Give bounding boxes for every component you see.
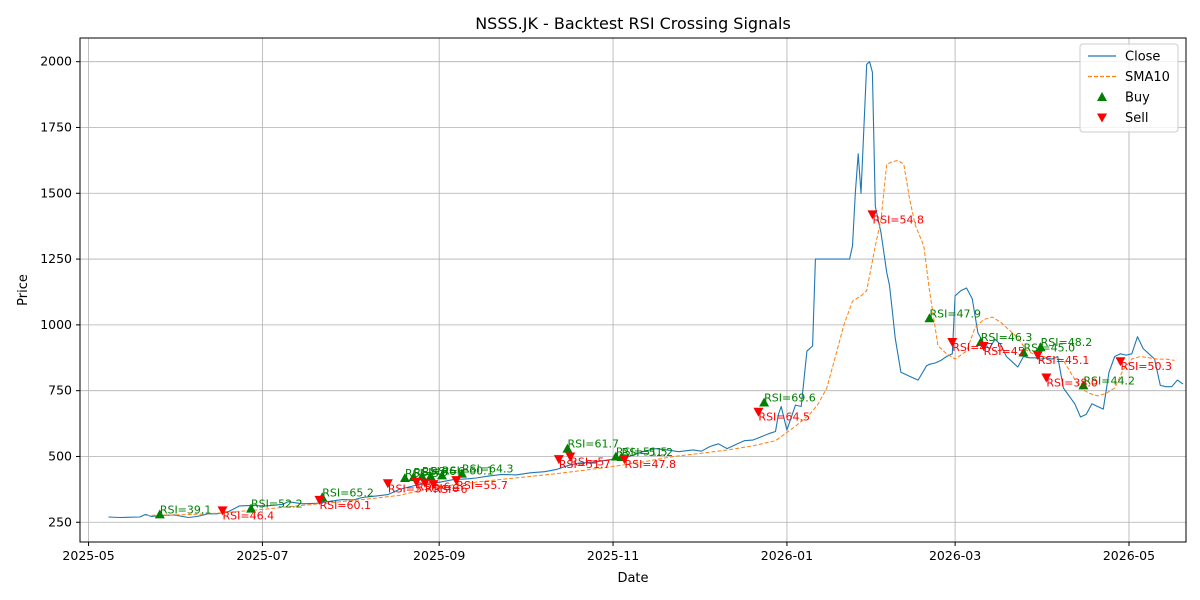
sell-marker — [451, 476, 462, 486]
x-tick-label: 2025-11 — [587, 548, 639, 563]
y-tick-label: 250 — [48, 514, 72, 529]
sell-annotation: RSI=5 — [570, 455, 604, 468]
y-axis-label: Price — [16, 274, 31, 306]
sell-marker — [419, 478, 430, 488]
plot-frame — [79, 37, 1187, 543]
sell-annotation: RSI=47.8 — [624, 458, 676, 471]
sell-marker — [1032, 351, 1043, 361]
x-axis-label: Date — [617, 571, 648, 586]
sell-marker — [619, 455, 630, 465]
buy-marker — [1035, 342, 1046, 352]
x-tick-label: 2026-01 — [761, 548, 813, 563]
sell-annotation: RSI=5 — [388, 482, 422, 495]
buy-marker — [759, 397, 770, 407]
sell-marker — [411, 477, 422, 487]
x-tick-label: 2026-05 — [1103, 548, 1155, 563]
sell-marker — [1041, 373, 1052, 383]
sell-annotation: RSI=6 — [433, 483, 467, 496]
x-tick-label: 2026-03 — [929, 548, 981, 563]
sell-marker — [947, 337, 958, 347]
x-axis-ticks: 2025-05 2025-07 2025-09 2025-11 2026-01 2026-… — [62, 542, 1155, 563]
legend-sell-swatch — [1097, 113, 1107, 123]
buy-marker — [1018, 347, 1029, 357]
y-tick-label: 1250 — [40, 251, 72, 266]
sell-marker — [382, 479, 393, 489]
legend-buy-swatch — [1097, 92, 1107, 101]
buy-annotation: RSI=65.2 — [322, 486, 374, 499]
signal-layer: RSI=39.1RSI=52.2RSI=65.2RSI=5RSI=6RSI=6R… — [154, 210, 1172, 522]
sell-annotation: RSI=47.5 — [952, 341, 1004, 354]
sell-annotation: RSI=50.3 — [1120, 360, 1172, 373]
sell-marker — [978, 341, 989, 351]
sell-marker — [553, 455, 564, 465]
x-tick-label: 2025-09 — [413, 548, 465, 563]
sell-annotation: RSI=51.7 — [559, 458, 611, 471]
sell-marker — [867, 210, 878, 220]
series-line-sma10 — [145, 159, 1175, 516]
buy-annotation: RSI=51.2 — [622, 446, 674, 459]
sell-marker — [217, 506, 228, 516]
sell-annotation: RSI=60.1 — [319, 499, 371, 512]
buy-annotation: RSI=47.9 — [929, 307, 981, 320]
sell-marker — [428, 480, 439, 490]
buy-annotation: RSI=39.1 — [160, 503, 212, 516]
x-tick-label: 2025-05 — [62, 548, 114, 563]
buy-annotation: RSI=46.3 — [981, 331, 1033, 344]
buy-marker — [924, 313, 935, 323]
buy-annotation: RSI=60.1 — [442, 464, 494, 477]
sell-annotation: RSI=45.1 — [1038, 354, 1090, 367]
y-tick-label: 750 — [48, 383, 72, 398]
sell-annotation: RSI=46.4 — [223, 509, 275, 522]
sell-annotation: RSI=38.0 — [1046, 377, 1098, 390]
buy-annotation: RSI=69.6 — [764, 392, 816, 405]
y-tick-label: 1000 — [40, 317, 72, 332]
buy-annotation: RSI=48.2 — [1041, 336, 1093, 349]
y-tick-label: 1500 — [40, 185, 72, 200]
buy-marker — [1078, 380, 1089, 390]
sell-marker — [753, 407, 764, 417]
sell-annotation: RSI=45 — [984, 345, 1025, 358]
buy-marker — [562, 443, 573, 453]
sell-annotation: RSI=64.5 — [758, 411, 810, 424]
buy-marker — [425, 471, 436, 481]
legend-label: Close — [1125, 50, 1160, 65]
chart-title: NSSS.JK - Backtest RSI Crossing Signals — [475, 14, 791, 33]
buy-marker — [456, 468, 467, 478]
y-tick-label: 1750 — [40, 119, 72, 134]
buy-marker — [246, 503, 257, 513]
y-tick-label: 2000 — [40, 54, 72, 69]
legend-box — [1079, 43, 1179, 133]
grid-lines — [80, 38, 1186, 542]
buy-annotation: RSI=61.7 — [567, 438, 619, 451]
buy-marker — [154, 509, 165, 519]
buy-marker — [437, 470, 448, 480]
buy-annotation: RSI=64.3 — [462, 463, 514, 476]
legend-label: Sell — [1125, 111, 1148, 126]
legend-label: Buy — [1125, 91, 1150, 106]
buy-marker — [399, 473, 410, 483]
buy-annotation: RSI=52.2 — [251, 498, 303, 511]
sell-marker — [314, 495, 325, 505]
buy-annotation: RSI=44.2 — [1083, 374, 1135, 387]
sell-annotation: RSI=54.8 — [872, 213, 924, 226]
x-tick-label: 2025-07 — [236, 548, 288, 563]
y-axis-ticks: 250 500 750 1000 1250 1500 1750 2000 — [40, 54, 80, 529]
legend: Close SMA10 Buy Sell — [1079, 43, 1179, 133]
sell-marker — [565, 452, 576, 462]
sell-annotation: RSI=55.7 — [456, 479, 508, 492]
series-layer — [108, 61, 1184, 519]
y-tick-label: 500 — [48, 448, 72, 463]
legend-label: SMA10 — [1125, 70, 1170, 85]
sell-marker — [1115, 357, 1126, 367]
buy-annotation: RSI=6 — [431, 465, 465, 478]
